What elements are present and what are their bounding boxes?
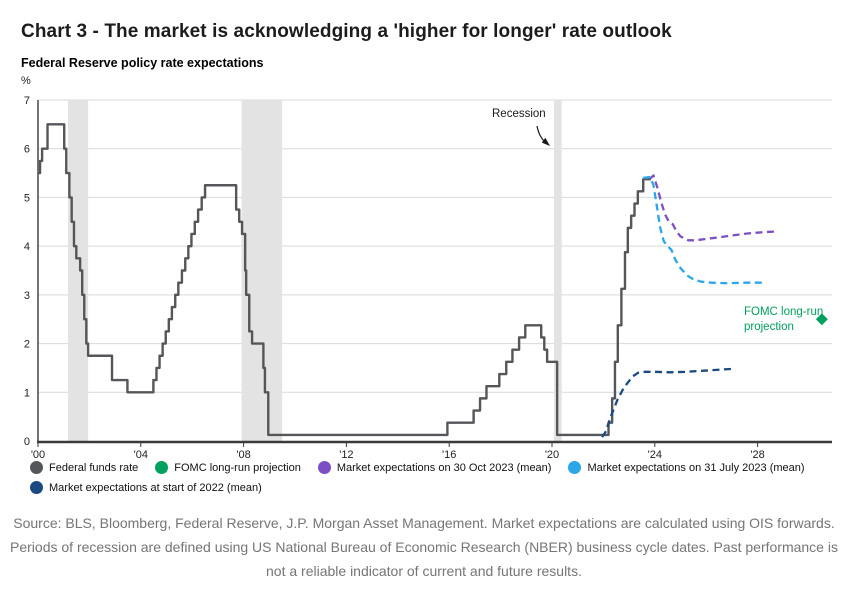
svg-text:2: 2	[24, 339, 30, 351]
fomc-long-run-label: FOMC long-run projection	[744, 306, 824, 334]
svg-text:'16: '16	[442, 449, 456, 461]
legend-label: Market expectations on 31 July 2023 (mea…	[587, 461, 805, 474]
legend-dot-lightblue-icon	[568, 461, 582, 474]
svg-text:'28: '28	[750, 449, 764, 461]
legend-item-july-2023: Market expectations on 31 July 2023 (mea…	[568, 461, 805, 474]
legend-row-1: Federal funds rate FOMC long-run project…	[30, 461, 805, 474]
svg-text:'00: '00	[31, 449, 45, 461]
svg-text:'04: '04	[134, 449, 148, 461]
legend-dot-navy-icon	[30, 481, 43, 494]
legend-dot-green-icon	[155, 461, 169, 474]
legend-label: Market expectations on 30 Oct 2023 (mean…	[336, 461, 552, 474]
legend-row-2: Market expectations at start of 2022 (me…	[30, 481, 262, 494]
legend-item-start-2022: Market expectations at start of 2022 (me…	[30, 481, 262, 494]
svg-text:6: 6	[24, 144, 30, 156]
svg-text:1: 1	[24, 387, 30, 399]
svg-text:5: 5	[24, 192, 30, 204]
legend-label: FOMC long-run projection	[174, 461, 301, 474]
svg-text:7: 7	[24, 95, 30, 107]
page-title: Chart 3 - The market is acknowledging a …	[21, 20, 672, 42]
recession-annotation: Recession	[492, 108, 546, 120]
legend-item-fomc-projection: FOMC long-run projection	[155, 461, 301, 474]
source-note: Source: BLS, Bloomberg, Federal Reserve,…	[10, 515, 838, 579]
svg-text:0: 0	[24, 436, 30, 448]
svg-text:'24: '24	[648, 449, 662, 461]
y-axis-unit: %	[21, 75, 31, 87]
legend-item-oct-2023: Market expectations on 30 Oct 2023 (mean…	[317, 461, 552, 474]
legend-dot-purple-icon	[317, 461, 331, 474]
svg-text:'20: '20	[545, 449, 559, 461]
legend-label: Market expectations at start of 2022 (me…	[49, 481, 262, 494]
legend-item-federal-funds-rate: Federal funds rate	[30, 461, 138, 474]
chart-title: Federal Reserve policy rate expectations	[21, 56, 264, 70]
svg-text:3: 3	[24, 290, 30, 302]
legend-dot-gray-icon	[30, 461, 43, 474]
svg-text:4: 4	[24, 241, 30, 253]
svg-text:'12: '12	[339, 449, 353, 461]
legend-label: Federal funds rate	[49, 461, 139, 474]
svg-text:'08: '08	[236, 449, 250, 461]
